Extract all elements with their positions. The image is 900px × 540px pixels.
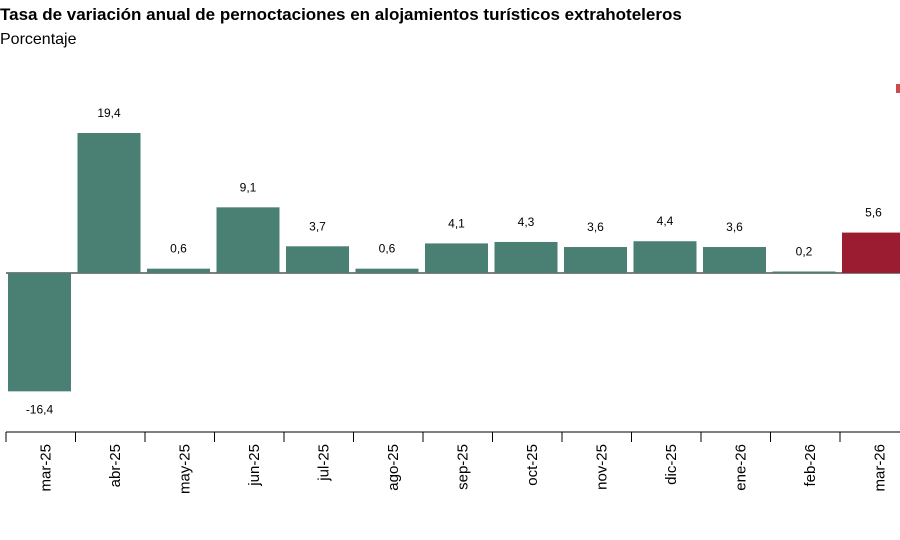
bar-dic-25 bbox=[633, 241, 697, 273]
value-label-jul-25: 3,7 bbox=[309, 219, 326, 233]
tick-label-nov-25: nov-25 bbox=[593, 444, 610, 490]
tick-label-mar-25: mar-25 bbox=[37, 444, 54, 492]
value-label-ene-26: 3,6 bbox=[726, 220, 743, 234]
tick-label-sep-25: sep-25 bbox=[454, 444, 471, 490]
tick-label-jul-25: jul-25 bbox=[315, 444, 332, 482]
bar-feb-26 bbox=[772, 271, 836, 273]
tick-label-ene-26: ene-26 bbox=[732, 444, 749, 491]
bar-mar-26 bbox=[842, 232, 900, 273]
value-label-jun-25: 9,1 bbox=[240, 180, 257, 194]
bar-sep-25 bbox=[425, 243, 488, 273]
bar-ago-25 bbox=[355, 268, 419, 273]
bar-oct-25 bbox=[494, 241, 558, 273]
bar-abr-25 bbox=[77, 133, 141, 273]
value-label-sep-25: 4,1 bbox=[448, 216, 465, 230]
tick-label-ago-25: ago-25 bbox=[385, 444, 402, 491]
chart-subtitle: Porcentaje bbox=[0, 31, 77, 48]
tick-label-feb-26: feb-26 bbox=[802, 444, 819, 487]
value-label-dic-25: 4,4 bbox=[657, 214, 674, 228]
value-label-nov-25: 3,6 bbox=[587, 220, 604, 234]
bar-ene-26 bbox=[703, 247, 766, 273]
tick-label-mar-26: mar-26 bbox=[871, 444, 888, 492]
value-label-mar-25: -16,4 bbox=[26, 402, 54, 416]
bar-jun-25 bbox=[216, 207, 280, 273]
tick-label-oct-25: oct-25 bbox=[524, 444, 541, 486]
tick-label-jun-25: jun-25 bbox=[246, 444, 263, 487]
bar-jul-25 bbox=[286, 246, 349, 273]
value-label-may-25: 0,6 bbox=[170, 242, 187, 256]
bar-nov-25 bbox=[564, 247, 627, 273]
chart-title: Tasa de variación anual de pernoctacione… bbox=[0, 5, 682, 24]
legend-marker bbox=[896, 84, 900, 93]
value-label-abr-25: 19,4 bbox=[97, 106, 121, 120]
value-label-ago-25: 0,6 bbox=[379, 242, 396, 256]
bar-may-25 bbox=[147, 268, 210, 273]
bar-mar-25 bbox=[8, 273, 71, 392]
value-label-oct-25: 4,3 bbox=[518, 215, 535, 229]
tick-label-dic-25: dic-25 bbox=[663, 444, 680, 485]
value-label-mar-26: 5,6 bbox=[865, 206, 882, 220]
value-label-feb-26: 0,2 bbox=[796, 245, 813, 259]
tick-label-abr-25: abr-25 bbox=[107, 444, 124, 487]
tick-label-may-25: may-25 bbox=[176, 444, 193, 494]
